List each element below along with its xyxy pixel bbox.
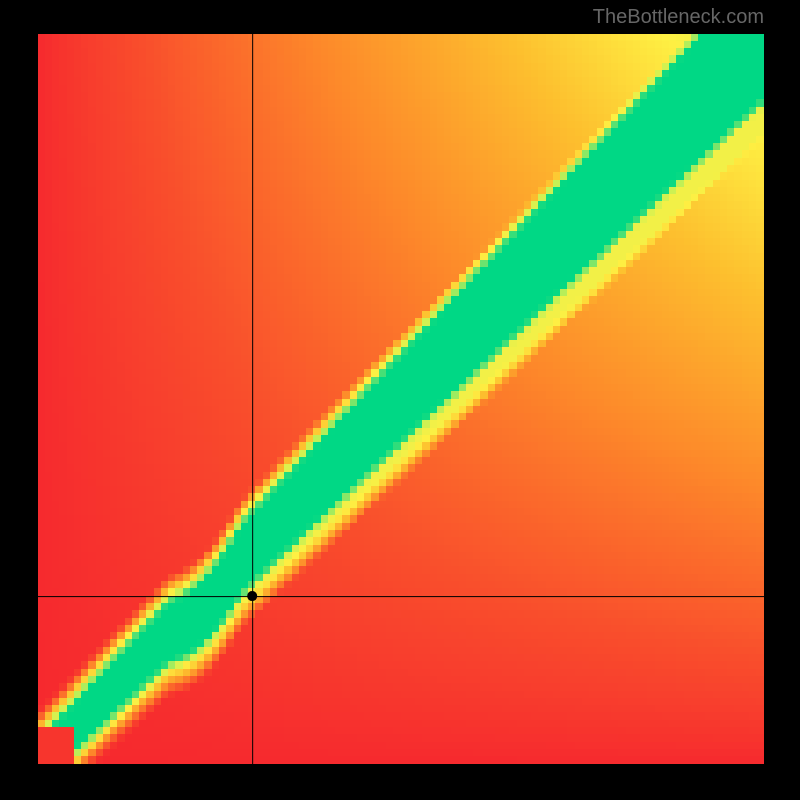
bottleneck-heatmap: [38, 34, 764, 764]
chart-container: TheBottleneck.com: [0, 0, 800, 800]
watermark-text: TheBottleneck.com: [593, 6, 764, 29]
